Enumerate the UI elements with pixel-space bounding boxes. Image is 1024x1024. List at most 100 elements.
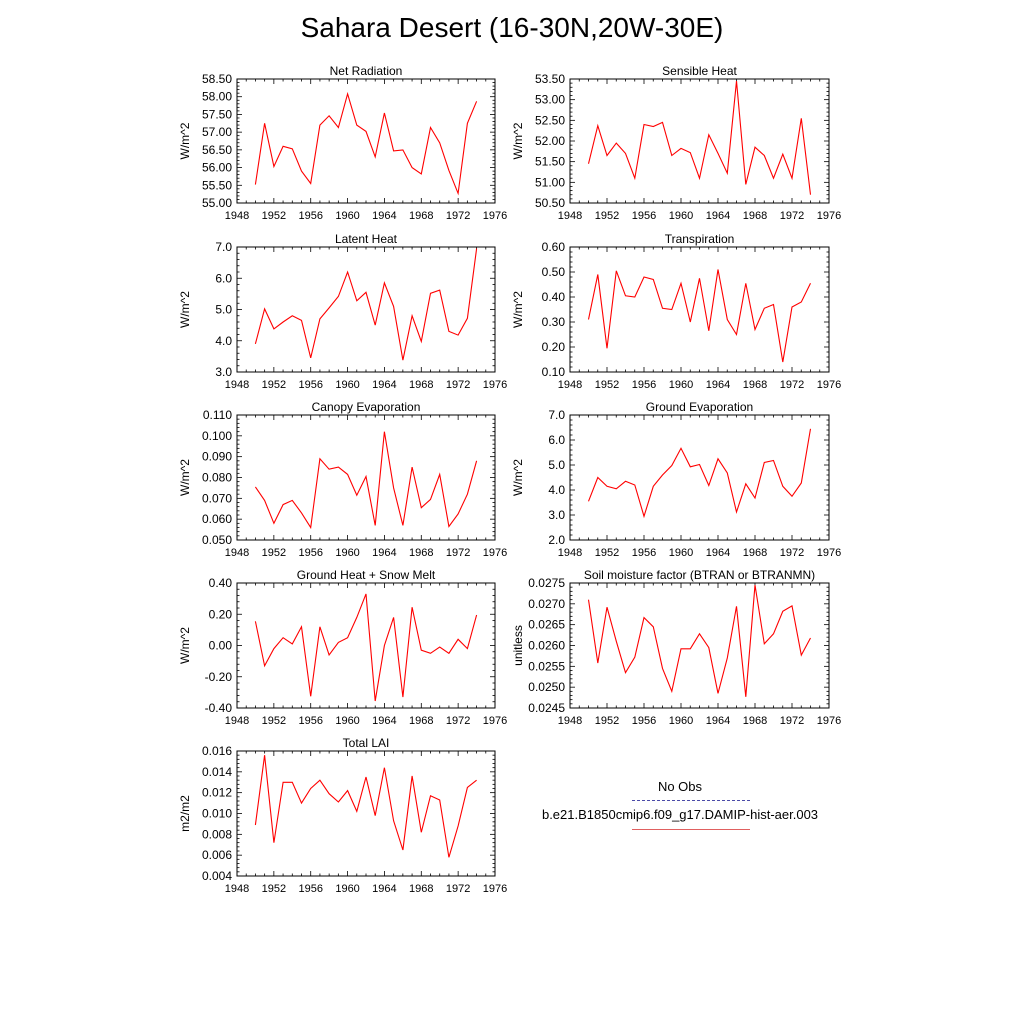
series-line <box>587 428 812 519</box>
x-tick-label: 1960 <box>669 547 693 559</box>
figure-title: Sahara Desert (16-30N,20W-30E) <box>300 12 724 43</box>
y-tick-label: 0.0245 <box>528 701 565 715</box>
x-tick-label: 1972 <box>780 210 804 222</box>
x-tick-label: 1960 <box>335 210 359 222</box>
x-tick-label: 1952 <box>595 379 619 391</box>
y-tick-label: 3.0 <box>215 365 232 379</box>
y-tick-label: 53.50 <box>535 72 565 86</box>
panel-8: 1948 1952 1956 1960 1964 1968 1972 1976 0.004 0.0… <box>178 736 507 895</box>
panel-7: 1948 1952 1956 1960 1964 1968 1972 1976 0.0245 0.… <box>511 568 841 727</box>
panel-4: 1948 1952 1956 1960 1964 1968 1972 1976 0.050 0.0… <box>178 400 507 559</box>
panel-0: 1948 1952 1956 1960 1964 1968 1972 1976 55.00 55.… <box>178 64 507 222</box>
y-tick-label: 56.50 <box>202 143 232 157</box>
x-tick-label: 1952 <box>262 883 286 895</box>
x-tick-label: 1948 <box>225 379 249 391</box>
x-tick-label: 1964 <box>706 547 730 559</box>
y-tick-label: 52.00 <box>535 134 565 148</box>
x-tick-label: 1976 <box>483 210 507 222</box>
y-tick-label: 0.60 <box>542 240 566 254</box>
series-line <box>254 431 478 530</box>
x-tick-label: 1968 <box>743 210 767 222</box>
x-tick-label: 1976 <box>483 715 507 727</box>
panel-3: 1948 1952 1956 1960 1964 1968 1972 1976 0.10 0.20… <box>511 232 841 391</box>
panel-title: Total LAI <box>343 736 390 750</box>
x-tick-label: 1964 <box>706 715 730 727</box>
y-axis-label: W/m^2 <box>511 291 525 328</box>
panel-title: Canopy Evaporation <box>312 400 421 414</box>
y-tick-label: 0.10 <box>542 365 566 379</box>
panel-title: Soil moisture factor (BTRAN or BTRANMN) <box>584 568 815 582</box>
y-tick-label: 0.0270 <box>528 597 565 611</box>
y-tick-label: 52.50 <box>535 113 565 127</box>
x-tick-label: 1960 <box>669 715 693 727</box>
series-line <box>254 755 477 858</box>
x-tick-label: 1948 <box>558 210 582 222</box>
x-tick-label: 1976 <box>483 547 507 559</box>
plot-frame <box>236 582 496 709</box>
y-tick-label: 58.00 <box>202 90 232 104</box>
x-tick-label: 1976 <box>817 379 841 391</box>
plot-frame <box>569 414 830 541</box>
x-tick-label: 1976 <box>817 547 841 559</box>
legend-label-no-obs: No Obs <box>657 779 703 794</box>
panel-title: Transpiration <box>665 232 735 246</box>
y-tick-label: 0.40 <box>542 290 566 304</box>
x-tick-label: 1964 <box>706 379 730 391</box>
y-tick-label: 0.50 <box>542 265 566 279</box>
y-tick-label: 0.004 <box>202 869 232 883</box>
x-tick-label: 1976 <box>483 379 507 391</box>
legend: No Obs b.e21.B1850cmip6.f09_g17.DAMIP-hi… <box>520 776 840 866</box>
x-tick-label: 1964 <box>706 210 730 222</box>
x-tick-label: 1952 <box>262 210 286 222</box>
y-tick-label: 0.060 <box>202 512 232 526</box>
x-tick-label: 1976 <box>817 210 841 222</box>
y-tick-label: 0.014 <box>202 765 232 779</box>
panel-5: 1948 1952 1956 1960 1964 1968 1972 1976 2.0 3.0 4.… <box>511 400 841 559</box>
y-tick-label: 55.50 <box>202 178 232 192</box>
x-tick-label: 1960 <box>335 379 359 391</box>
plot-frame <box>569 246 830 373</box>
x-tick-label: 1960 <box>335 883 359 895</box>
y-tick-label: 6.0 <box>215 271 232 285</box>
y-tick-label: 0.010 <box>202 807 232 821</box>
y-tick-label: 0.0275 <box>528 576 565 590</box>
legend-line-no-obs <box>632 800 750 801</box>
x-tick-label: 1968 <box>743 379 767 391</box>
x-tick-label: 1968 <box>409 210 433 222</box>
panel-title: Ground Heat + Snow Melt <box>297 568 436 582</box>
x-tick-label: 1956 <box>632 210 656 222</box>
x-tick-label: 1968 <box>409 715 433 727</box>
panel-title: Ground Evaporation <box>646 400 753 414</box>
y-tick-label: 50.50 <box>535 196 565 210</box>
legend-label-model: b.e21.B1850cmip6.f09_g17.DAMIP-hist-aer.… <box>541 807 819 822</box>
y-tick-label: 0.20 <box>542 340 566 354</box>
x-tick-label: 1952 <box>595 210 619 222</box>
plot-frame <box>236 78 496 204</box>
y-axis-label: W/m^2 <box>178 627 192 664</box>
x-tick-label: 1972 <box>446 210 470 222</box>
legend-line-model <box>632 829 750 830</box>
panel-6: 1948 1952 1956 1960 1964 1968 1972 1976 -0.40 -0.… <box>178 568 507 727</box>
x-tick-label: 1960 <box>335 547 359 559</box>
x-tick-label: 1956 <box>298 379 322 391</box>
y-tick-label: 0.00 <box>209 639 233 653</box>
x-tick-label: 1948 <box>558 547 582 559</box>
x-tick-label: 1964 <box>372 210 396 222</box>
y-tick-label: -0.20 <box>205 670 233 684</box>
x-tick-label: 1956 <box>298 547 322 559</box>
panel-title: Net Radiation <box>330 64 403 78</box>
x-tick-label: 1972 <box>780 379 804 391</box>
y-tick-label: 53.00 <box>535 93 565 107</box>
y-tick-label: 0.012 <box>202 786 232 800</box>
y-tick-label: 0.20 <box>209 607 233 621</box>
y-tick-label: 0.0255 <box>528 659 565 673</box>
x-tick-label: 1960 <box>335 715 359 727</box>
panel-title: Latent Heat <box>335 232 398 246</box>
x-tick-label: 1972 <box>446 715 470 727</box>
x-tick-label: 1956 <box>298 715 322 727</box>
x-tick-label: 1952 <box>595 547 619 559</box>
x-tick-label: 1956 <box>632 547 656 559</box>
y-tick-label: 0.080 <box>202 471 232 485</box>
y-tick-label: 4.0 <box>215 334 232 348</box>
x-tick-label: 1972 <box>446 883 470 895</box>
